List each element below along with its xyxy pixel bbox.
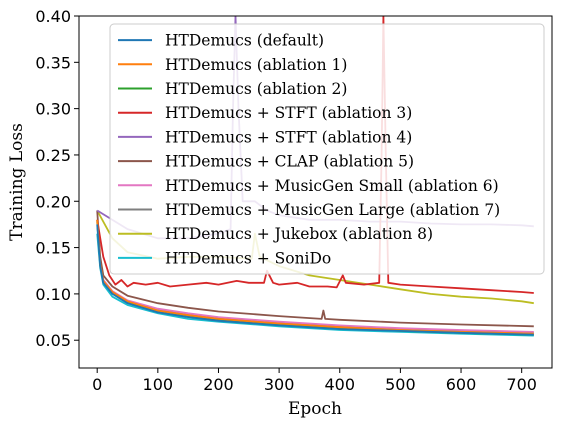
x-tick-label: 300	[264, 375, 295, 394]
x-axis-label: Epoch	[288, 399, 342, 419]
y-tick-label: 0.30	[35, 100, 71, 119]
y-tick-label: 0.15	[35, 239, 71, 258]
series-line-htdemucs-default	[96, 224, 534, 336]
axes-layer: 0 100 200 300 400 500 600 700 0.05 0.10 0.15 0.20 0.…	[35, 7, 553, 394]
legend-entry: HTDemucs + CLAP (ablation 5)	[165, 153, 414, 171]
x-tick-label: 0	[92, 375, 102, 394]
x-tick-label: 200	[203, 375, 234, 394]
x-tick-label: 100	[143, 375, 174, 394]
legend-entry: HTDemucs (ablation 1)	[165, 56, 347, 74]
y-axis-label: Training Loss	[7, 123, 27, 241]
legend-entry: HTDemucs + MusicGen Large (ablation 7)	[165, 201, 500, 219]
y-tick-label: 0.35	[35, 53, 71, 72]
series-line-htdemucs-sonido	[96, 233, 534, 337]
y-tick-label: 0.25	[35, 146, 71, 165]
legend-entry: HTDemucs (ablation 2)	[165, 80, 347, 98]
x-tick-label: 500	[385, 375, 416, 394]
legend-entry: HTDemucs + STFT (ablation 3)	[165, 104, 412, 122]
legend-entry: HTDemucs + SoniDo	[165, 249, 331, 267]
y-tick-label: 0.40	[35, 7, 71, 26]
legend: HTDemucs (default) HTDemucs (ablation 1) H…	[109, 23, 545, 275]
x-tick-label: 700	[506, 375, 537, 394]
legend-entry: HTDemucs + Jukebox (ablation 8)	[165, 225, 433, 243]
y-tick-label: 0.20	[35, 192, 71, 211]
legend-box	[109, 23, 545, 275]
legend-entry: HTDemucs + STFT (ablation 4)	[165, 128, 412, 146]
series-line-htdemucs-stft-ablation-3	[96, 16, 534, 294]
plot-frame	[78, 15, 553, 369]
y-tick-label: 0.10	[35, 285, 71, 304]
legend-entry: HTDemucs + MusicGen Small (ablation 6)	[165, 177, 499, 195]
y-tick-label: 0.05	[35, 331, 71, 350]
x-tick-label: 600	[446, 375, 477, 394]
x-tick-label: 400	[324, 375, 355, 394]
legend-entry: HTDemucs (default)	[165, 32, 324, 50]
series-line-htdemucs-clap-ablation-5	[96, 210, 534, 328]
